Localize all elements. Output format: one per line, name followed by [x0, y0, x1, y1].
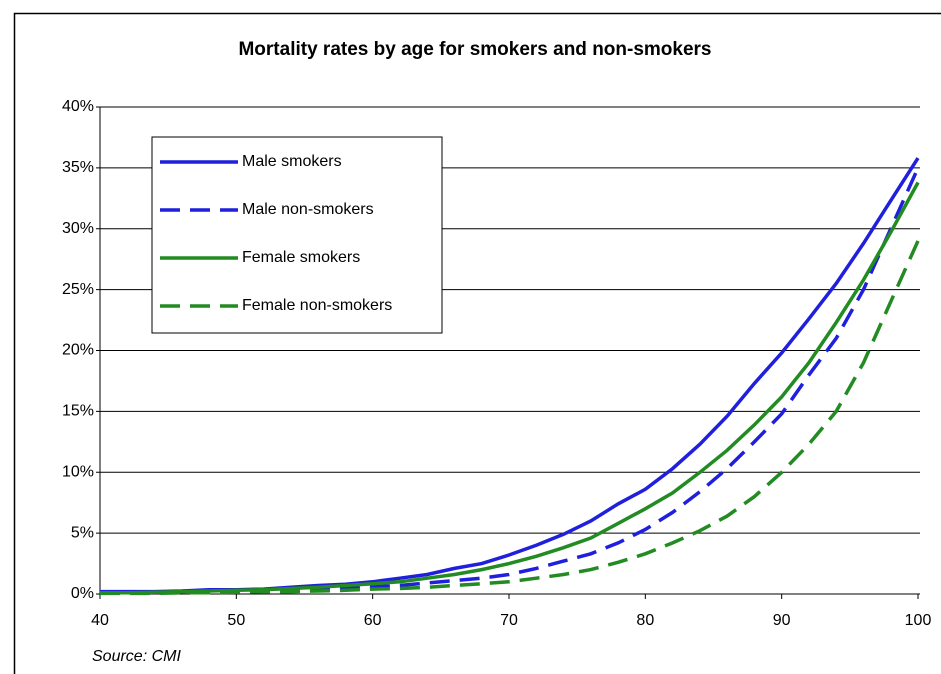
x-tick-label: 80	[636, 612, 654, 629]
y-tick-label: 25%	[62, 281, 94, 298]
chart-title: Mortality rates by age for smokers and n…	[238, 39, 711, 60]
series-line	[100, 240, 920, 596]
chart-frame	[13, 12, 941, 674]
y-tick-label: 15%	[62, 403, 94, 420]
legend-label: Male non-smokers	[242, 201, 374, 218]
x-tick-label: 100	[905, 612, 932, 629]
x-tick-label: 60	[364, 612, 382, 629]
x-tick-label: 90	[773, 612, 791, 629]
y-tick-label: 20%	[62, 342, 94, 359]
y-tick-label: 30%	[62, 220, 94, 237]
x-tick-label: 70	[500, 612, 518, 629]
legend-label: Male smokers	[242, 153, 342, 170]
legend-label: Female non-smokers	[242, 297, 392, 314]
legend-label: Female smokers	[242, 249, 360, 266]
y-tick-label: 10%	[62, 463, 94, 480]
x-tick-label: 50	[227, 612, 245, 629]
series-line	[100, 181, 920, 595]
source-note: Source: CMI	[92, 648, 181, 665]
y-tick-label: 40%	[62, 98, 94, 115]
legend-box	[151, 136, 443, 334]
x-tick-label: 40	[91, 612, 109, 629]
y-tick-label: 35%	[62, 159, 94, 176]
y-tick-label: 5%	[71, 524, 94, 541]
y-tick-label: 0%	[71, 585, 94, 602]
